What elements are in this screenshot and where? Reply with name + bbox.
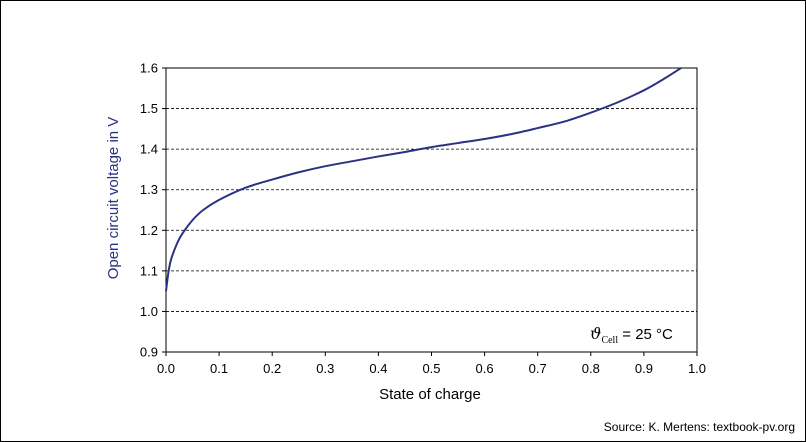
theta-symbol: ϑ [590, 324, 601, 343]
x-tick-label: 0.4 [369, 361, 387, 376]
ocv-curve [165, 67, 682, 292]
y-tick-label: 1.0 [140, 304, 158, 319]
y-axis-label: Open circuit voltage in V [105, 117, 122, 280]
temperature-annotation: ϑCell = 25 °C [590, 324, 673, 346]
y-tick-label: 1.2 [140, 223, 158, 238]
y-tick-label: 1.6 [140, 61, 158, 76]
x-tick-label: 0.6 [476, 361, 494, 376]
x-tick-label: 0.0 [157, 361, 175, 376]
x-tick-label: 0.1 [210, 361, 228, 376]
source-credit: Source: K. Mertens: textbook-pv.org [604, 420, 795, 434]
axis-ticks: 0.9 1.0 1.1 1.2 1.3 1.4 1.5 1.6 0.0 0.1 0.2 0.3 0.4 0… [140, 61, 706, 377]
x-tick-label: 0.2 [263, 361, 281, 376]
y-tick-label: 1.4 [140, 142, 158, 157]
y-tick-label: 0.9 [140, 345, 158, 360]
x-tick-label: 0.5 [422, 361, 440, 376]
x-tick-label: 0.9 [635, 361, 653, 376]
x-tick-label: 1.0 [688, 361, 706, 376]
y-tick-label: 1.5 [140, 101, 158, 116]
x-tick-label: 0.3 [316, 361, 334, 376]
x-tick-label: 0.7 [529, 361, 547, 376]
x-axis-label: State of charge [379, 386, 481, 403]
cell-subscript: Cell [601, 335, 618, 346]
y-tick-label: 1.3 [140, 182, 158, 197]
x-tick-label: 0.8 [582, 361, 600, 376]
grid-lines [166, 108, 697, 312]
y-tick-label: 1.1 [140, 263, 158, 278]
temperature-value: = 25 °C [618, 326, 673, 343]
plot-area [165, 67, 698, 353]
